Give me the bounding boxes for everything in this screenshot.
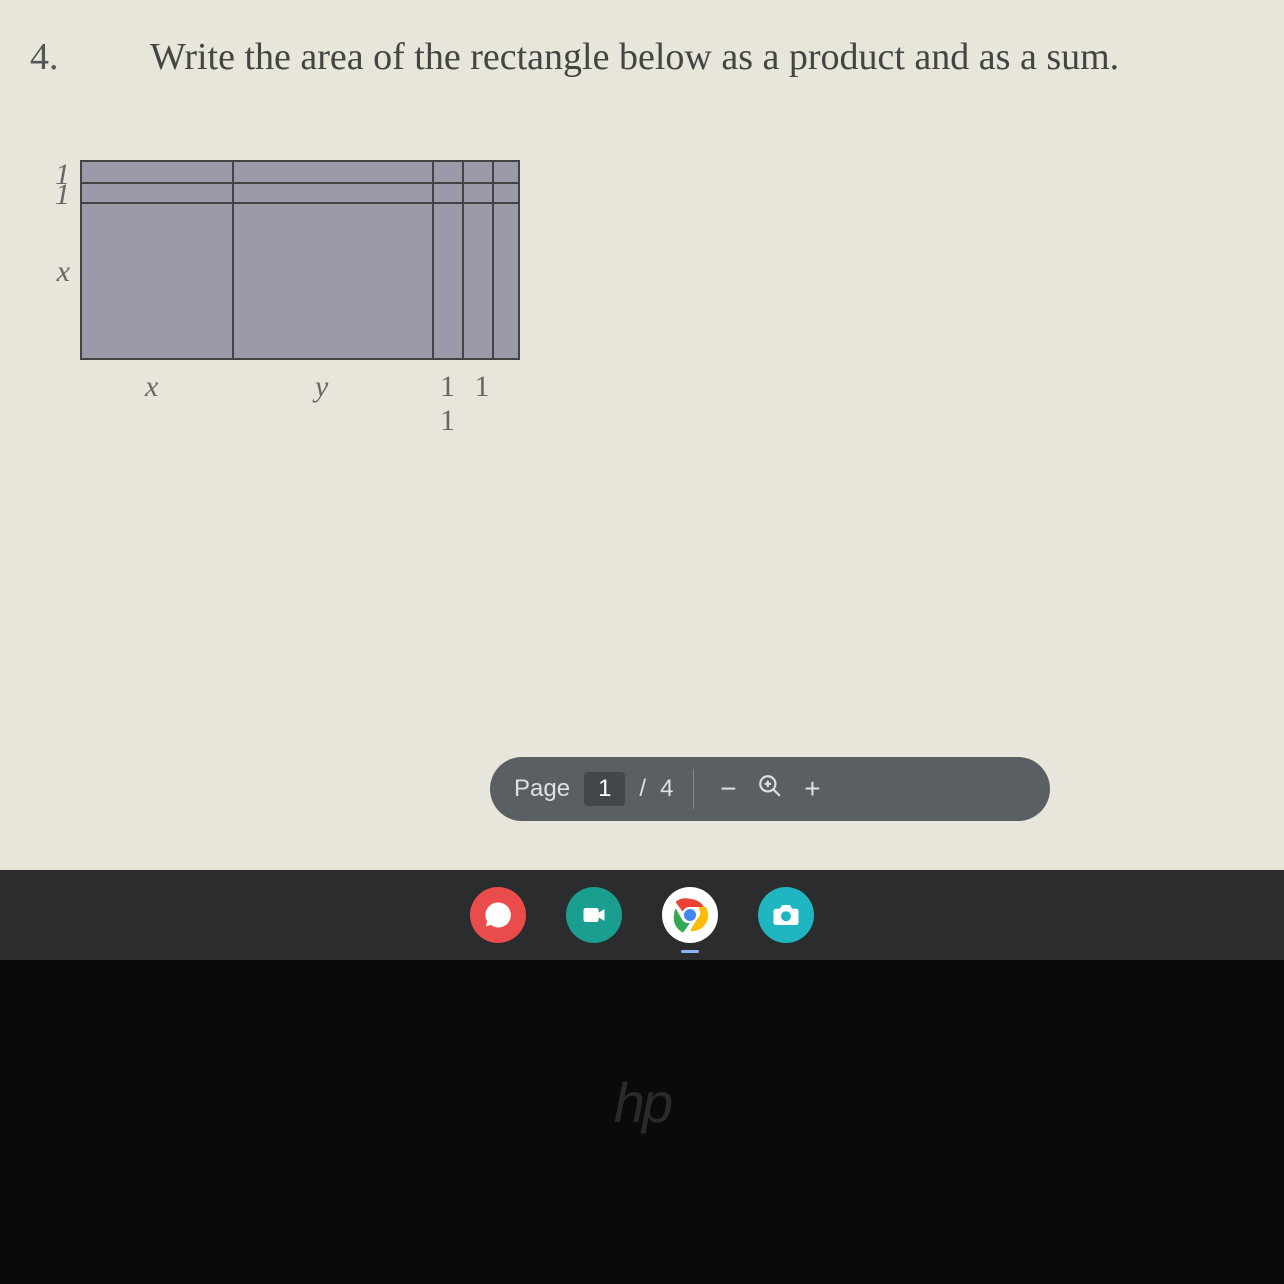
device-brand: hp (614, 1070, 670, 1135)
app-chrome[interactable] (662, 887, 718, 943)
area-model-diagram: 1 1 x x y 1 1 1 (80, 160, 550, 360)
page-sep: / (639, 775, 646, 803)
active-app-indicator (681, 950, 699, 953)
vline-3 (462, 162, 464, 358)
vline-1 (232, 162, 234, 358)
zoom-in-icon[interactable]: + (798, 773, 826, 805)
question-number: 4. (30, 36, 59, 78)
vline-2 (432, 162, 434, 358)
zoom-out-icon[interactable]: − (714, 773, 742, 805)
app-messages[interactable] (470, 887, 526, 943)
zoom-reset-icon[interactable] (756, 773, 784, 806)
col-label-y: y (315, 370, 328, 404)
question-text: Write the area of the rectangle below as… (150, 35, 1119, 79)
current-page-box[interactable]: 1 (584, 772, 625, 806)
rectangle (80, 160, 520, 360)
row-label-2: 1 (40, 180, 70, 202)
chromeos-shelf (0, 870, 1284, 960)
hline-2 (82, 202, 518, 204)
page-label: Page (514, 775, 570, 803)
toolbar-divider (693, 769, 694, 809)
hline-1 (82, 182, 518, 184)
vline-4 (492, 162, 494, 358)
total-pages: 4 (660, 775, 673, 803)
app-meet[interactable] (566, 887, 622, 943)
col-label-x: x (145, 370, 158, 404)
row-label-x: x (40, 257, 70, 287)
app-camera[interactable] (758, 887, 814, 943)
row-labels: 1 1 x (40, 160, 70, 287)
question-row: 4. Write the area of the rectangle below… (30, 35, 1230, 79)
pdf-toolbar: Page 1 / 4 − + (490, 757, 1050, 821)
col-label-111: 1 1 1 (440, 370, 520, 438)
document-page: 4. Write the area of the rectangle below… (0, 0, 1284, 870)
